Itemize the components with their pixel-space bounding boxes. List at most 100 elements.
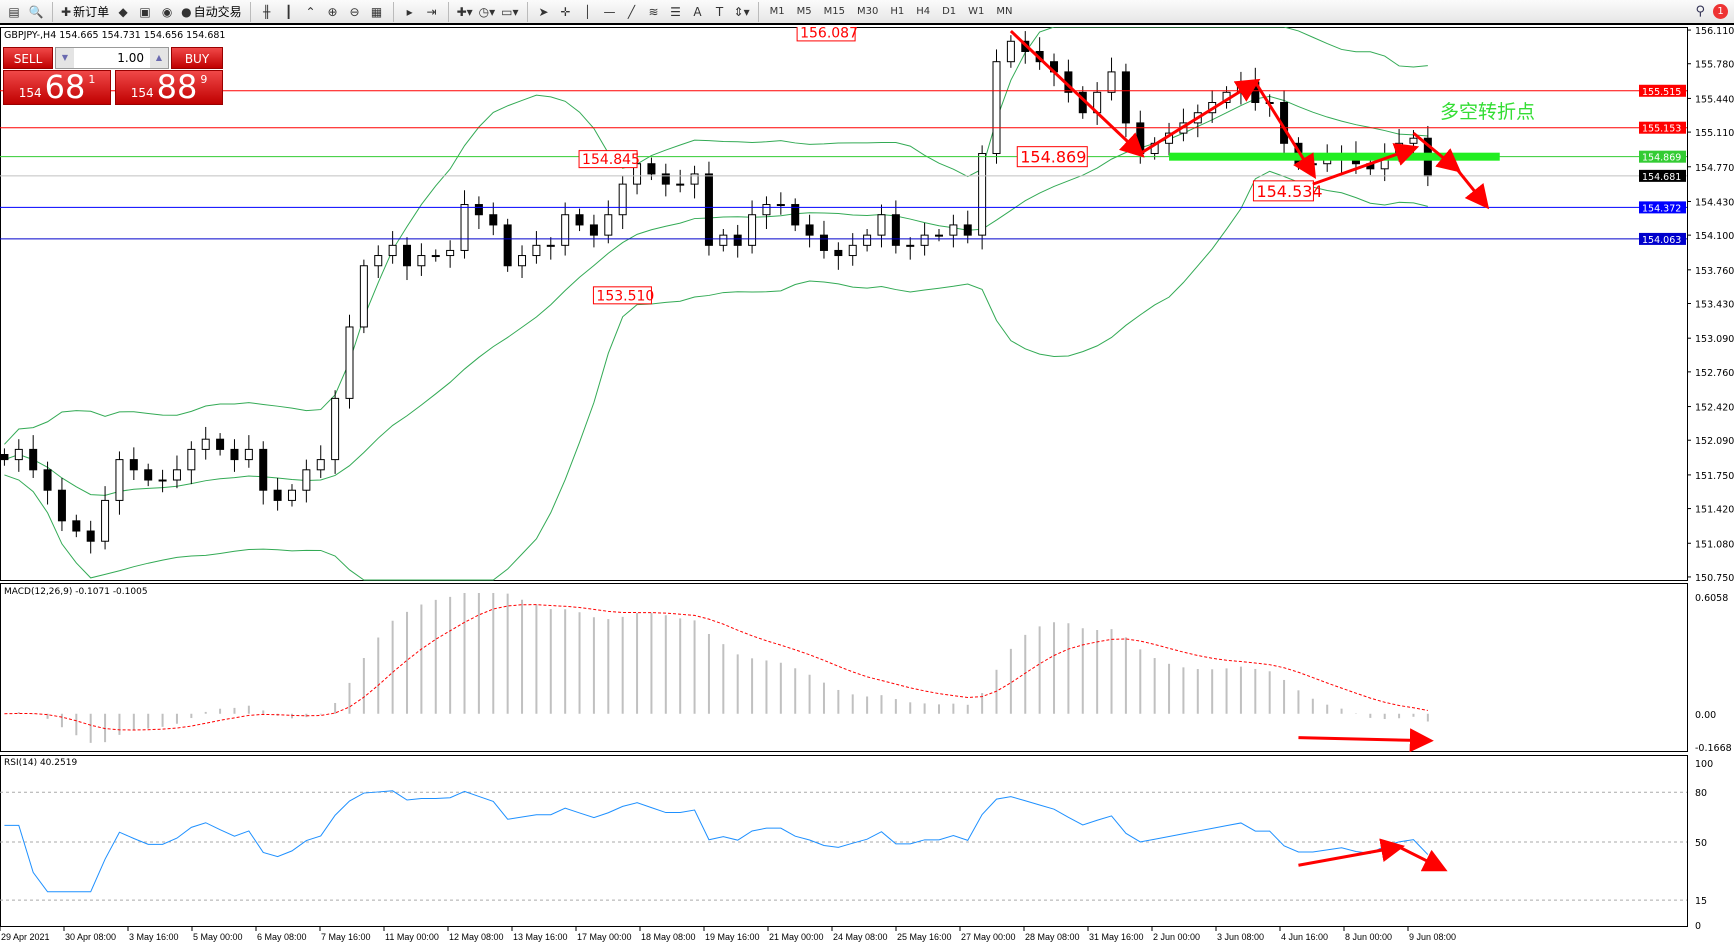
arrows-button[interactable]: ⇕▾ <box>732 1 752 22</box>
timeframe-mn[interactable]: MN <box>996 6 1013 17</box>
candle-bull <box>1409 137 1418 144</box>
timeframe-h1[interactable]: H1 <box>890 6 905 17</box>
price-annotation-box <box>578 150 638 169</box>
candlestick-icon: ┃ <box>284 4 293 19</box>
lot-size-value[interactable]: 1.00 <box>117 51 144 65</box>
price-annotation: 154.845 <box>582 152 640 168</box>
price-annotation: 156.087 <box>800 27 858 41</box>
autoscroll-icon: ▸ <box>406 4 413 19</box>
sell-price-button[interactable]: 154 68 1 <box>3 70 111 105</box>
timeframe-d1[interactable]: D1 <box>942 6 957 17</box>
templates-button[interactable]: ▭▾ <box>499 1 520 22</box>
candle-bull <box>618 183 627 216</box>
candle-bull <box>244 448 253 461</box>
candle-bear <box>704 173 713 246</box>
bollinger-middle <box>4 95 1428 496</box>
zoom-out-button[interactable]: ⊖ <box>345 1 365 22</box>
sell-button[interactable]: SELL <box>3 47 53 69</box>
x-tick-label: 27 May 00:00 <box>961 932 1016 942</box>
main-panel-frame <box>0 27 1688 581</box>
signals-button[interactable]: ◉ <box>157 1 177 22</box>
vertical-line-icon: │ <box>583 4 592 19</box>
trend-arrow <box>1312 143 1420 186</box>
timeframe-m1[interactable]: M1 <box>769 6 785 17</box>
line-chart-button[interactable]: ⌃ <box>301 1 321 22</box>
vertical-line-button[interactable]: │ <box>578 1 598 22</box>
navigator-button[interactable]: ▣ <box>135 1 155 22</box>
auto-trading-button[interactable]: ● 自动交易 <box>179 1 244 22</box>
toolbar-separator <box>757 1 759 22</box>
price-annotation-box <box>592 286 652 305</box>
chart-shift-button[interactable]: ⇥ <box>422 1 442 22</box>
new-chart-button[interactable]: ▤ <box>4 1 24 22</box>
x-tick-label: 28 May 08:00 <box>1025 932 1080 942</box>
support-zone-bar <box>1169 152 1500 161</box>
zoom-chart-button[interactable]: 🔍 <box>26 1 46 22</box>
y-tick-label: 155.440 <box>1695 94 1734 105</box>
lot-size-stepper[interactable]: ▼ 1.00 ▲ <box>55 47 169 69</box>
rsi-tick-label: 0 <box>1695 921 1701 932</box>
indicators-icon: ✚▾ <box>456 4 473 19</box>
candle-bull <box>115 459 124 501</box>
periods-button[interactable]: ◷▾ <box>477 1 498 22</box>
price-chart[interactable]: 156.110 155.780 155.440 155.110 154.770 154.4… <box>0 27 1734 945</box>
search-icon[interactable]: ⚲ <box>1695 4 1705 19</box>
autoscroll-button[interactable]: ▸ <box>400 1 420 22</box>
crosshair-button[interactable]: ✛ <box>556 1 576 22</box>
candle-bull <box>187 448 196 471</box>
candle-bear <box>0 454 9 461</box>
timeframe-m30[interactable]: M30 <box>856 6 879 17</box>
buy-button[interactable]: BUY <box>171 47 223 69</box>
price-annotation: 153.510 <box>596 288 654 304</box>
toolbar-separator <box>392 1 394 22</box>
cursor-button[interactable]: ➤ <box>534 1 554 22</box>
candle-bear <box>57 489 66 522</box>
text-button[interactable]: A <box>688 1 708 22</box>
timeframe-w1[interactable]: W1 <box>968 6 985 17</box>
text-label-button[interactable]: T <box>710 1 730 22</box>
candle-bear <box>891 214 900 246</box>
candle-bear <box>129 459 138 471</box>
decrease-lot-button[interactable]: ▼ <box>56 48 74 68</box>
fibonacci-button[interactable]: ≋ <box>644 1 664 22</box>
channel-button[interactable]: ☰ <box>666 1 686 22</box>
rsi-tick-label: 100 <box>1695 759 1713 770</box>
zoom-in-button[interactable]: ⊕ <box>323 1 343 22</box>
bar-chart-button[interactable]: ╫ <box>257 1 277 22</box>
buy-price-button[interactable]: 154 88 9 <box>115 70 223 105</box>
candlestick-button[interactable]: ┃ <box>279 1 299 22</box>
timeframe-h4[interactable]: H4 <box>916 6 931 17</box>
x-tick-label: 18 May 08:00 <box>641 932 696 942</box>
candle-bull <box>388 244 397 257</box>
candle-bear <box>503 224 512 267</box>
timeframe-m5[interactable]: M5 <box>796 6 812 17</box>
price-label: 154.372 <box>1642 203 1681 214</box>
candle-bull <box>906 244 915 247</box>
x-tick-label: 29 Apr 2021 <box>1 932 50 942</box>
x-tick-label: 30 Apr 08:00 <box>65 932 116 942</box>
y-tick-label: 155.110 <box>1695 128 1734 139</box>
trendline-button[interactable]: ╱ <box>622 1 642 22</box>
toolbar-separator <box>526 1 528 22</box>
candle-bull <box>546 244 555 247</box>
price-label-bg <box>1639 169 1686 182</box>
indicators-button[interactable]: ✚▾ <box>455 1 475 22</box>
y-tick-label: 153.090 <box>1695 334 1734 345</box>
timeframe-m15[interactable]: M15 <box>823 6 845 17</box>
tile-windows-button[interactable]: ▦ <box>367 1 387 22</box>
metaeditor-button[interactable]: ◆ <box>113 1 133 22</box>
x-tick-label: 11 May 00:00 <box>385 932 439 942</box>
increase-lot-button[interactable]: ▲ <box>150 48 168 68</box>
candle-bear <box>733 234 742 246</box>
candle-bear <box>43 469 52 491</box>
candle-bull <box>331 397 340 461</box>
trend-arrow <box>1139 78 1261 155</box>
candle-bull <box>776 204 785 207</box>
candle-bull <box>1006 40 1015 63</box>
horizontal-line-button[interactable]: — <box>600 1 620 22</box>
new-order-button[interactable]: ✚ 新订单 <box>59 1 111 22</box>
candle-bull <box>302 469 311 491</box>
trend-arrow <box>1412 131 1462 173</box>
price-label-bg <box>1639 232 1686 245</box>
alerts-icon[interactable]: 1 <box>1713 4 1728 19</box>
